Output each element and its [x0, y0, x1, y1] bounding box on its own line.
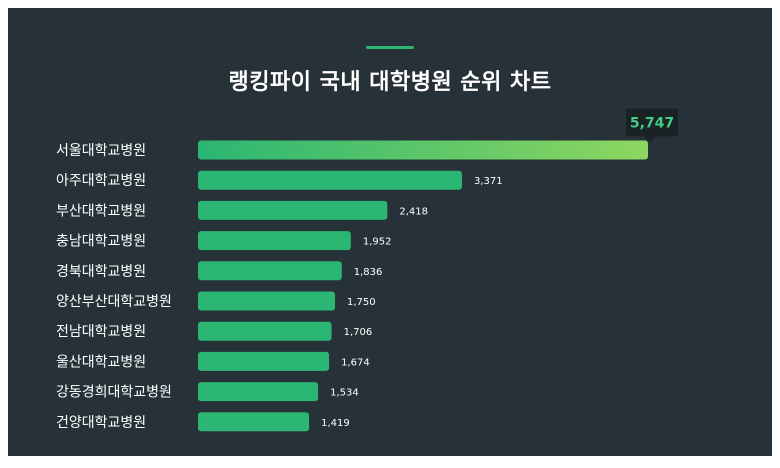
value-label: 1,836: [354, 267, 383, 278]
category-label: 강동경희대학교병원: [56, 385, 172, 401]
bar: [198, 200, 388, 220]
chart-title: 랭킹파이 국내 대학병원 순위 차트: [228, 70, 552, 95]
value-label: 1,419: [321, 418, 350, 429]
bar: [198, 412, 310, 432]
bar-chart: 서울대학교병원 5,747 아주대학교병원 3,371 부산대학교병원 2,418 충남대학…: [56, 108, 678, 432]
category-label: 울산대학교병원: [56, 354, 146, 370]
value-label: 1,534: [330, 388, 359, 399]
category-label: 아주대학교병원: [56, 173, 146, 189]
category-label: 양산부산대학교병원: [56, 294, 172, 310]
value-label: 2,418: [399, 206, 428, 217]
bar: [198, 321, 332, 341]
bar: [198, 291, 336, 311]
category-label: 건양대학교병원: [56, 415, 146, 431]
chart-card: 랭킹파이 국내 대학병원 순위 차트 서울대학교병원 5,747 아주대학교병원 3,…: [8, 8, 772, 456]
value-tooltip: 5,747: [626, 108, 678, 143]
bar: [198, 170, 462, 190]
category-label: 부산대학교병원: [56, 203, 146, 219]
value-label: 1,750: [347, 297, 376, 308]
category-label: 경북대학교병원: [56, 264, 146, 280]
value-label: 1,706: [344, 327, 373, 338]
value-label: 5,747: [630, 116, 674, 132]
value-label: 1,952: [363, 237, 392, 248]
bar: [198, 140, 648, 160]
bar: [198, 351, 330, 371]
value-label: 1,674: [341, 357, 370, 368]
bar: [198, 261, 342, 281]
title-accent-line: [366, 46, 414, 49]
value-label: 3,371: [474, 176, 503, 187]
category-label: 서울대학교병원: [56, 143, 146, 159]
category-label: 전남대학교병원: [56, 324, 146, 340]
bar: [198, 382, 319, 402]
bar: [198, 231, 351, 251]
category-label: 충남대학교병원: [56, 234, 146, 250]
